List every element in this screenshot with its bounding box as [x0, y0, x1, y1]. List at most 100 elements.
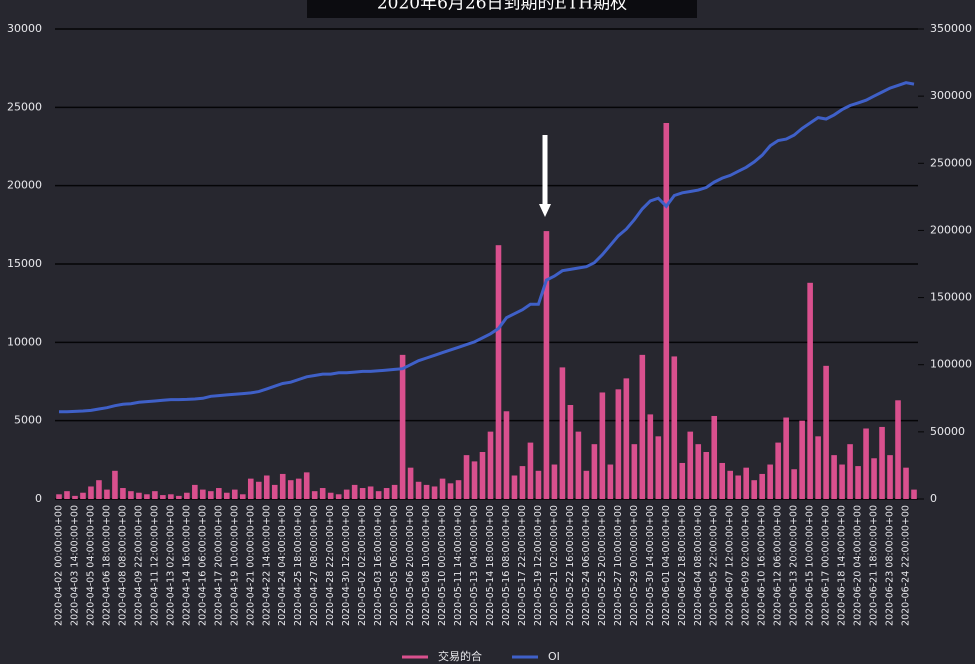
bar [671, 356, 678, 499]
bar [839, 464, 845, 499]
bar [543, 231, 550, 499]
bar [807, 282, 813, 499]
bar [351, 484, 358, 499]
y-tick-label: 0 [35, 492, 42, 505]
bar [176, 495, 182, 499]
y-tick-label: 25000 [7, 100, 42, 113]
bar [567, 405, 574, 499]
bar [719, 462, 726, 499]
bar [903, 467, 909, 499]
x-tick-label: 2020-04-13 02:00:00+00 [165, 505, 176, 626]
bar [303, 472, 310, 499]
x-tick-label: 2020-06-15 10:00:00+00 [805, 505, 816, 626]
bar [743, 467, 749, 499]
bar [479, 452, 486, 499]
bar [639, 354, 646, 499]
x-tick-label: 2020-06-13 20:00:00+00 [789, 505, 800, 626]
x-tick-label: 2020-06-21 18:00:00+00 [869, 505, 880, 626]
x-tick-label: 2020-04-02 00:00:00+00 [53, 505, 64, 626]
x-tick-label: 2020-05-10 00:00:00+00 [437, 505, 448, 626]
x-tick-label: 2020-04-19 10:00:00+00 [229, 505, 240, 626]
x-tick-label: 2020-06-01 04:00:00+00 [661, 505, 672, 626]
bar [168, 494, 174, 499]
bar [799, 420, 805, 499]
bar [615, 389, 622, 499]
x-tick-label: 2020-04-17 20:00:00+00 [213, 505, 224, 626]
legend-label[interactable]: 交易的合 [438, 649, 482, 663]
bar [239, 494, 246, 499]
bar [895, 400, 901, 499]
bar [271, 484, 278, 499]
y2-tick-label: 150000 [930, 291, 972, 304]
bar [679, 462, 686, 499]
legend-label[interactable]: OI [548, 650, 560, 663]
bar [375, 491, 382, 499]
x-tick-label: 2020-04-09 22:00:00+00 [133, 505, 144, 626]
x-tick-label: 2020-06-09 02:00:00+00 [741, 505, 752, 626]
x-tick-label: 2020-04-28 22:00:00+00 [325, 505, 336, 626]
x-tick-label: 2020-04-21 00:00:00+00 [245, 505, 256, 626]
x-tick-label: 2020-05-29 00:00:00+00 [629, 505, 640, 626]
bar [911, 489, 917, 499]
arrow-head [539, 204, 551, 217]
y-tick-label: 20000 [7, 179, 42, 192]
x-tick-label: 2020-05-02 02:00:00+00 [357, 505, 368, 626]
x-tick-label: 2020-05-05 06:00:00+00 [389, 505, 400, 626]
y-tick-label: 15000 [7, 257, 42, 270]
x-tick-label: 2020-04-16 06:00:00+00 [197, 505, 208, 626]
y2-tick-label: 200000 [930, 223, 972, 236]
x-tick-label: 2020-06-07 12:00:00+00 [725, 505, 736, 626]
x-tick-label: 2020-05-21 02:00:00+00 [549, 505, 560, 626]
bar [791, 469, 797, 499]
bar [463, 455, 470, 499]
x-tick-label: 2020-05-25 20:00:00+00 [597, 505, 608, 626]
bar [727, 470, 734, 499]
chart-title: 2020年6月26日到期的ETH期权 [377, 0, 627, 14]
bar [423, 484, 430, 499]
bar [879, 426, 885, 499]
bar [783, 417, 789, 499]
bar [287, 480, 294, 499]
bar [575, 431, 582, 499]
bar [80, 492, 86, 499]
bar [687, 431, 694, 499]
bar [887, 455, 893, 499]
bar [184, 492, 190, 499]
bar [735, 475, 742, 499]
bar [759, 473, 765, 499]
bar [455, 480, 462, 499]
x-tick-label: 2020-06-12 06:00:00+00 [773, 505, 784, 626]
bar [208, 491, 214, 499]
bar [255, 481, 262, 499]
bar [471, 461, 478, 499]
bar [447, 483, 454, 499]
y2-tick-label: 300000 [930, 89, 972, 102]
bar [56, 494, 62, 499]
y2-tick-label: 350000 [930, 22, 972, 35]
bar [247, 478, 254, 499]
bar [535, 470, 542, 499]
bar [775, 442, 781, 499]
bar [399, 354, 406, 499]
bar [96, 480, 102, 499]
x-tick-label: 2020-06-02 18:00:00+00 [677, 505, 688, 626]
x-tick-label: 2020-05-14 18:00:00+00 [485, 505, 496, 626]
x-tick-label: 2020-06-20 04:00:00+00 [853, 505, 864, 626]
x-tick-label: 2020-05-24 06:00:00+00 [581, 505, 592, 626]
bar [527, 442, 534, 499]
bar [495, 245, 502, 499]
bar [663, 123, 670, 499]
bar [383, 488, 390, 499]
y-tick-label: 5000 [14, 414, 42, 427]
x-tick-label: 2020-05-30 14:00:00+00 [645, 505, 656, 626]
y2-tick-label: 250000 [930, 156, 972, 169]
x-tick-label: 2020-04-11 12:00:00+00 [149, 505, 160, 626]
bar [367, 486, 374, 499]
bar [431, 486, 438, 499]
bar [607, 464, 614, 499]
x-tick-label: 2020-06-17 00:00:00+00 [821, 505, 832, 626]
bar [519, 466, 526, 499]
y2-tick-label: 0 [930, 492, 937, 505]
bar [631, 444, 638, 499]
